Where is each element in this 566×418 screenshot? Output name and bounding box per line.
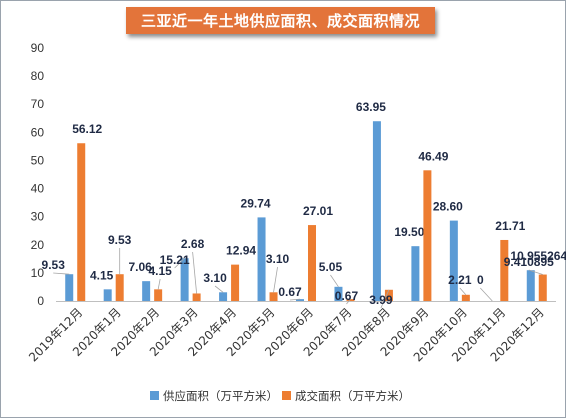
data-label: 3.10 <box>266 252 290 266</box>
deal-bar <box>346 299 355 301</box>
legend-label: 成交面积（万平方米） <box>295 389 410 403</box>
data-label: 2.68 <box>181 237 205 251</box>
data-label: 4.15 <box>148 264 172 278</box>
label-leader-line <box>157 278 161 290</box>
label-leader-line <box>53 272 70 275</box>
y-tick-label: 60 <box>31 125 45 139</box>
data-label: 7.06 <box>128 260 152 274</box>
label-leader-line <box>380 289 390 309</box>
supply-bar <box>334 286 343 301</box>
supply-bar <box>411 246 420 301</box>
legend-label: 供应面积（万平方米） <box>163 389 278 403</box>
deal-bar <box>231 264 240 301</box>
deal-bar <box>461 294 470 301</box>
deal-bar <box>423 170 432 301</box>
supply-bar <box>526 270 535 301</box>
data-label: 46.49 <box>418 149 448 163</box>
deal-bar <box>154 289 163 301</box>
data-label: 0 <box>477 273 484 287</box>
data-label: 28.60 <box>433 200 463 214</box>
label-leader-line <box>459 287 467 296</box>
label-leader-line <box>480 287 493 302</box>
data-label: 15.21 <box>160 253 190 267</box>
data-label: 0.67 <box>278 285 302 299</box>
chart-title-box: 三亚近一年土地供应面积、成交面积情况 <box>126 7 435 34</box>
label-leader-line <box>214 285 224 293</box>
data-label: 27.01 <box>303 204 333 218</box>
legend-swatch <box>150 391 159 400</box>
label-leader-line <box>289 298 301 301</box>
data-label: 2.21 <box>448 273 472 287</box>
supply-bar <box>257 217 266 301</box>
deal-bar <box>115 274 124 301</box>
deal-bar <box>192 293 201 301</box>
supply-bar <box>65 274 74 301</box>
data-label: 63.95 <box>356 100 386 114</box>
supply-bar <box>142 281 151 301</box>
supply-bar <box>219 292 228 301</box>
data-label: 3.10 <box>203 271 227 285</box>
data-label: 5.05 <box>319 260 343 274</box>
deal-bar <box>384 289 393 301</box>
supply-bar <box>180 258 189 301</box>
data-label: 9.53 <box>42 258 66 272</box>
data-label: 56.12 <box>72 122 102 136</box>
supply-bar <box>296 299 304 301</box>
deal-bar <box>269 292 278 301</box>
deal-bar <box>308 225 316 301</box>
data-label: 12.94 <box>226 244 256 258</box>
supply-bar <box>372 121 381 301</box>
y-tick-label: 20 <box>31 238 45 252</box>
y-tick-label: 30 <box>31 210 45 224</box>
data-label: 19.50 <box>394 225 424 239</box>
supply-bar <box>103 289 112 301</box>
y-tick-label: 10 <box>31 266 45 280</box>
y-tick-label: 50 <box>31 153 45 167</box>
data-label: 29.74 <box>241 196 271 210</box>
deal-bar <box>77 143 86 301</box>
deal-bar <box>500 239 509 301</box>
y-tick-label: 40 <box>31 182 45 196</box>
label-leader-line <box>330 274 339 288</box>
y-tick-label: 0 <box>37 294 44 308</box>
data-label: 9.410895 <box>504 255 554 269</box>
label-leader-line <box>174 257 185 269</box>
supply-bar <box>449 220 458 301</box>
data-label: 21.71 <box>495 219 525 233</box>
data-label: 4.15 <box>90 268 114 282</box>
deal-bar <box>538 274 547 301</box>
label-leader-line <box>192 251 198 294</box>
data-label: 10.955264 <box>510 249 566 263</box>
label-leader-line <box>273 266 278 293</box>
y-tick-label: 80 <box>31 69 45 83</box>
label-leader-line <box>346 298 351 305</box>
data-label: 0.67 <box>335 289 359 303</box>
y-tick-label: 90 <box>31 41 45 55</box>
chart-title: 三亚近一年土地供应面积、成交面积情况 <box>140 12 420 30</box>
data-label: 3.99 <box>369 293 393 307</box>
data-label: 9.53 <box>108 233 132 247</box>
label-leader-line <box>528 269 543 275</box>
y-tick-label: 70 <box>31 97 45 111</box>
legend-swatch <box>282 391 291 400</box>
